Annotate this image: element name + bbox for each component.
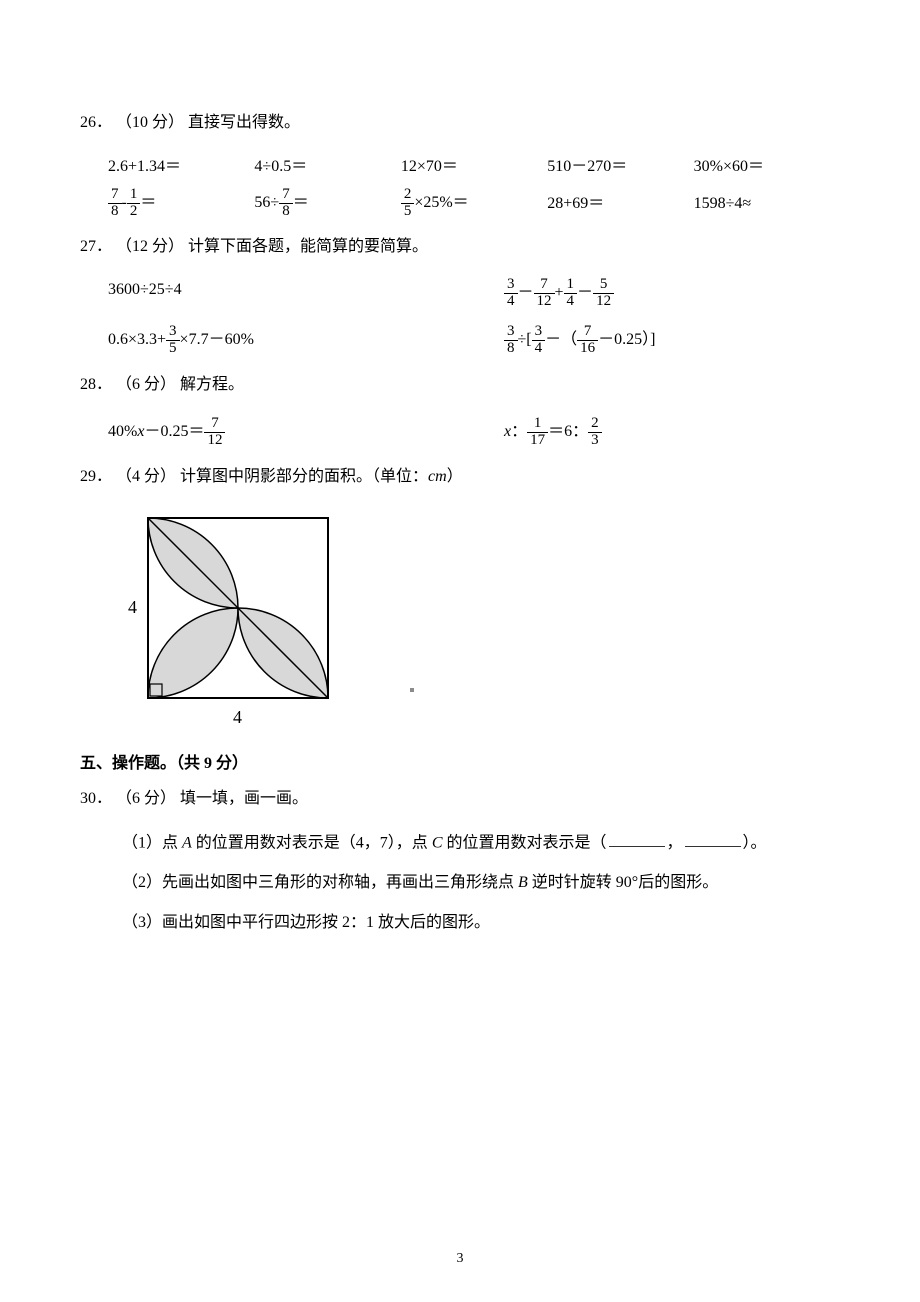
blank-input[interactable] [685,830,741,848]
q28-right: x：117＝6：23 [444,416,840,449]
section-5-title: 五、操作题。（共 9 分） [80,751,840,777]
question-30: 30． （6 分） 填一填，画一画。 [80,786,840,812]
shaded-area-figure: 4 4 [108,508,338,738]
q30-number: 30． [80,790,112,807]
question-29: 29． （4 分） 计算图中阴影部分的面积。（单位：cm） [80,464,840,490]
question-27: 27． （12 分） 计算下面各题，能简算的要简算。 [80,234,840,260]
fraction: 12 [127,187,141,220]
blank-input[interactable] [609,830,665,848]
q27-title: 计算下面各题，能简算的要简算。 [188,238,428,255]
q27-row2: 0.6×3.3+35×7.7－60% 38÷[34－（716－0.25）] [80,324,840,357]
label-left: 4 [128,597,137,617]
q26-row2: 78-12＝ 56÷78＝ 25×25%＝ 28+69＝ 1598÷4≈ [80,187,840,220]
q30-title: 填一填，画一画。 [180,790,308,807]
q29-number: 29． [80,468,112,485]
q27-c1b: 0.6×3.3+35×7.7－60% [108,324,444,357]
fraction: 78 [108,187,122,220]
fraction: 25 [401,187,415,220]
q28-points: （6 分） [116,376,176,393]
q26-r1-a: 2.6+1.34＝ [108,154,254,180]
q28-eqs: 40%x－0.25＝712 x：117＝6：23 [80,416,840,449]
q29-title-a: 计算图中阴影部分的面积。（单位： [180,468,428,485]
q27-c1a: 3600÷25÷4 [108,277,444,310]
q26-row1: 2.6+1.34＝ 4÷0.5＝ 12×70＝ 510－270＝ 30%×60＝ [80,154,840,180]
q26-r2-c: 25×25%＝ [401,187,547,220]
q27-number: 27． [80,238,112,255]
q27-row1: 3600÷25÷4 34－712+14－512 [80,277,840,310]
q27-points: （12 分） [116,238,184,255]
q29-unit: cm [428,468,447,485]
q26-r1-d: 510－270＝ [547,154,693,180]
q29-points: （4 分） [116,468,176,485]
page-number: 3 [0,1248,920,1270]
q28-title: 解方程。 [180,376,244,393]
q27-c2a: 34－712+14－512 [444,277,840,310]
q26-r2-e: 1598÷4≈ [694,191,840,217]
q30-part3: （3）画出如图中平行四边形按 2：1 放大后的图形。 [80,910,840,936]
q29-figure: 4 4 [80,508,840,747]
q26-r2-b: 56÷78＝ [254,187,400,220]
q30-part1: （1）点 A 的位置用数对表示是（4，7），点 C 的位置用数对表示是（，）。 [80,830,840,856]
q26-title: 直接写出得数。 [188,114,300,131]
question-26: 26． （10 分） 直接写出得数。 [80,110,840,136]
q26-r1-e: 30%×60＝ [694,154,840,180]
q26-r1-b: 4÷0.5＝ [254,154,400,180]
q28-number: 28． [80,376,112,393]
q30-part2: （2）先画出如图中三角形的对称轴，再画出三角形绕点 B 逆时针旋转 90°后的图… [80,870,840,896]
q30-points: （6 分） [116,790,176,807]
q26-number: 26． [80,114,112,131]
q26-r1-c: 12×70＝ [401,154,547,180]
q27-c2b: 38÷[34－（716－0.25）] [444,324,840,357]
q26-r2-a: 78-12＝ [108,187,254,220]
decorative-dot [410,688,414,692]
fraction: 78 [279,187,293,220]
label-bottom: 4 [233,707,242,727]
question-28: 28． （6 分） 解方程。 [80,372,840,398]
q26-r2-d: 28+69＝ [547,191,693,217]
q29-title-b: ） [447,468,463,485]
q28-left: 40%x－0.25＝712 [108,416,444,449]
q26-points: （10 分） [116,114,184,131]
